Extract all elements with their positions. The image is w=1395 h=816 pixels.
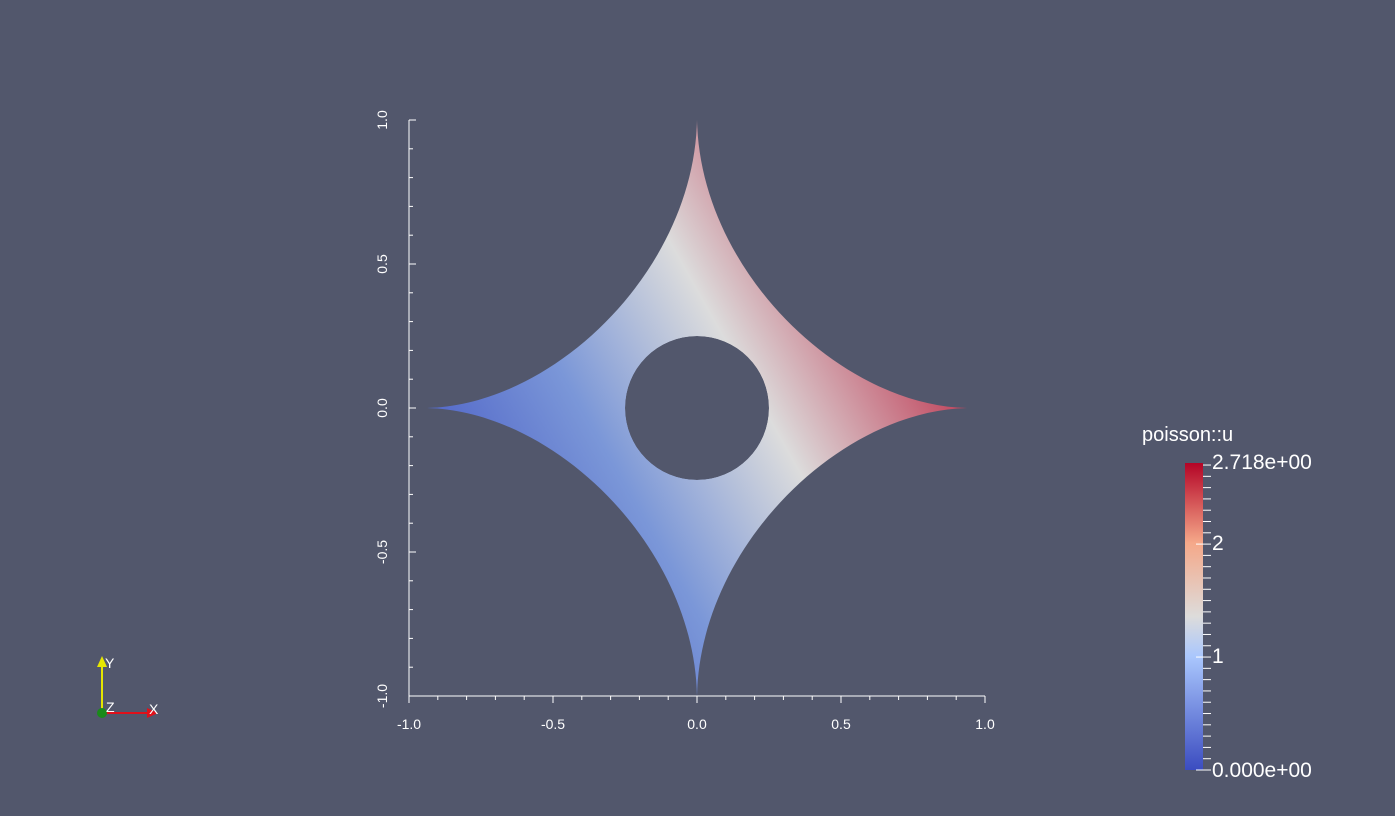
x-tick-label: 1.0 xyxy=(975,716,995,732)
y-tick-label: 0.5 xyxy=(374,254,390,274)
colorbar-min-label: 0.000e+00 xyxy=(1212,759,1312,782)
x-axis-ticks xyxy=(408,696,986,703)
y-tick-label: -0.5 xyxy=(374,540,390,564)
orientation-axes-widget[interactable]: Y Z X xyxy=(97,655,159,718)
solution-field-surface-body xyxy=(427,120,967,696)
colorbar-title: poisson::u xyxy=(1142,424,1234,446)
colorbar-tick-label: 2 xyxy=(1212,532,1224,555)
x-tick-label: -1.0 xyxy=(397,716,421,732)
y-tick-label: 1.0 xyxy=(374,110,390,130)
y-axis-label: Y xyxy=(105,655,115,671)
x-tick-label: 0.0 xyxy=(687,716,707,732)
z-axis-label: Z xyxy=(106,699,115,715)
y-tick-label: 0.0 xyxy=(374,398,390,418)
colorbar-max-label: 2.718e+00 xyxy=(1212,451,1312,474)
z-axis-dot xyxy=(97,708,107,718)
colorbar-tick-label: 1 xyxy=(1212,645,1224,668)
x-tick-label: -0.5 xyxy=(541,716,565,732)
x-axis-label: X xyxy=(149,701,159,717)
y-tick-label: -1.0 xyxy=(374,684,390,708)
colorbar-ticks xyxy=(1196,464,1211,771)
y-axis-ticks xyxy=(409,119,416,697)
x-tick-label: 0.5 xyxy=(831,716,851,732)
y-axis-arrowhead xyxy=(97,656,107,667)
x-axis-arrowhead xyxy=(147,708,158,718)
colorbar xyxy=(1185,463,1203,770)
